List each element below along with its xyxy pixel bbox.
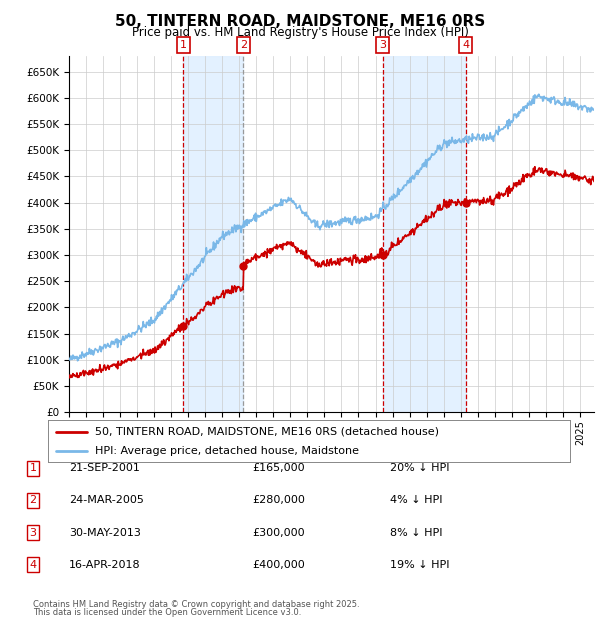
- Text: 3: 3: [29, 528, 37, 538]
- Text: 1: 1: [180, 40, 187, 50]
- Text: 20% ↓ HPI: 20% ↓ HPI: [390, 463, 449, 473]
- Text: 50, TINTERN ROAD, MAIDSTONE, ME16 0RS: 50, TINTERN ROAD, MAIDSTONE, ME16 0RS: [115, 14, 485, 29]
- Text: 3: 3: [379, 40, 386, 50]
- Text: This data is licensed under the Open Government Licence v3.0.: This data is licensed under the Open Gov…: [33, 608, 301, 617]
- Text: 2: 2: [29, 495, 37, 505]
- Text: 30-MAY-2013: 30-MAY-2013: [69, 528, 141, 538]
- Text: 19% ↓ HPI: 19% ↓ HPI: [390, 560, 449, 570]
- Text: 4: 4: [29, 560, 37, 570]
- Text: HPI: Average price, detached house, Maidstone: HPI: Average price, detached house, Maid…: [95, 446, 359, 456]
- Text: Price paid vs. HM Land Registry's House Price Index (HPI): Price paid vs. HM Land Registry's House …: [131, 26, 469, 39]
- Text: 50, TINTERN ROAD, MAIDSTONE, ME16 0RS (detached house): 50, TINTERN ROAD, MAIDSTONE, ME16 0RS (d…: [95, 427, 439, 436]
- Text: 4: 4: [462, 40, 469, 50]
- Text: £300,000: £300,000: [252, 528, 305, 538]
- Bar: [184, 56, 243, 412]
- Bar: [383, 56, 466, 412]
- Text: Contains HM Land Registry data © Crown copyright and database right 2025.: Contains HM Land Registry data © Crown c…: [33, 600, 359, 609]
- Text: 2: 2: [239, 40, 247, 50]
- Text: 4% ↓ HPI: 4% ↓ HPI: [390, 495, 443, 505]
- Text: £280,000: £280,000: [252, 495, 305, 505]
- Text: 21-SEP-2001: 21-SEP-2001: [69, 463, 140, 473]
- Text: 1: 1: [29, 463, 37, 473]
- Text: £165,000: £165,000: [252, 463, 305, 473]
- Text: £400,000: £400,000: [252, 560, 305, 570]
- Text: 8% ↓ HPI: 8% ↓ HPI: [390, 528, 443, 538]
- Text: 24-MAR-2005: 24-MAR-2005: [69, 495, 144, 505]
- Text: 16-APR-2018: 16-APR-2018: [69, 560, 140, 570]
